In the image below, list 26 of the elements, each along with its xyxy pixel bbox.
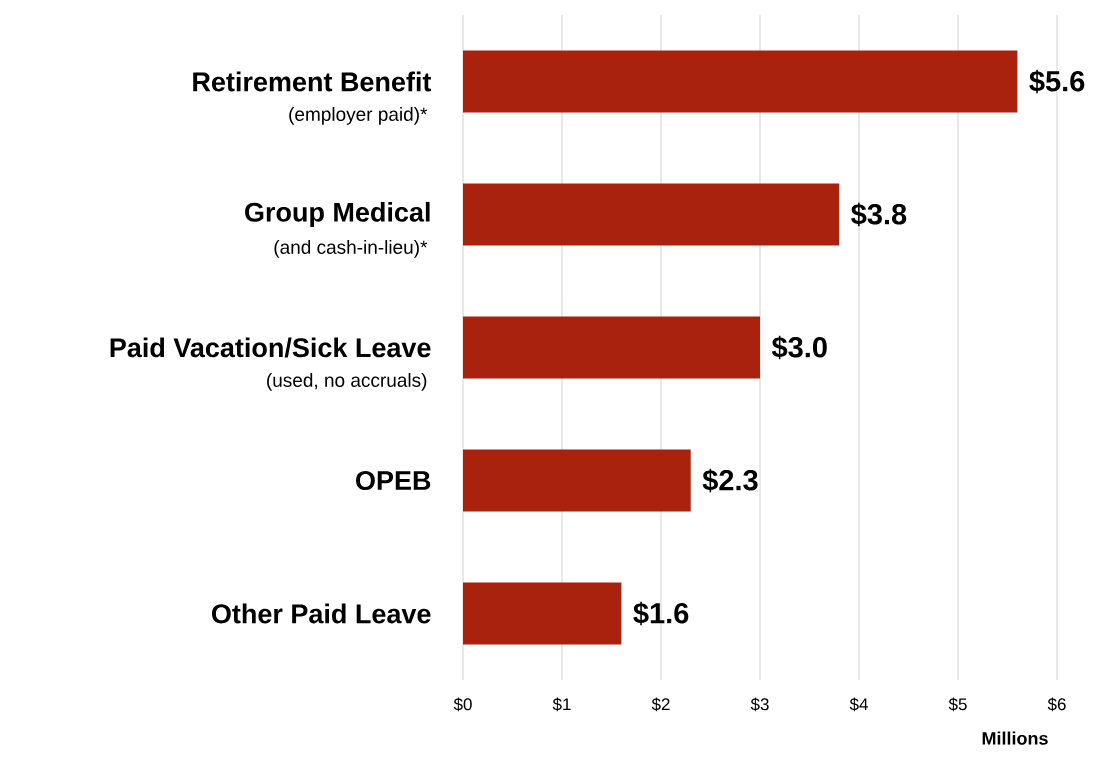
data-label: $3.0 <box>771 335 827 360</box>
x-tick-label: $6 <box>1047 697 1066 712</box>
text: (used, no accruals) <box>267 373 427 391</box>
x-tick-label: $2 <box>651 697 670 712</box>
data-label: $3.8 <box>851 202 907 227</box>
text: (and cash-in-lieu)* <box>274 240 428 258</box>
x-tick-label: $4 <box>849 697 868 712</box>
data-label: $1.6 <box>633 601 689 626</box>
y-tick-label: Paid Vacation/Sick Leave <box>110 337 431 358</box>
bar <box>463 316 760 379</box>
bar <box>463 183 840 246</box>
data-label: $5.6 <box>1029 69 1085 94</box>
x-tick-label: $0 <box>453 697 472 712</box>
x-tick-label: $1 <box>552 697 571 712</box>
data-label: $2.3 <box>702 468 758 493</box>
bar <box>463 582 622 645</box>
y-tick-label: Retirement Benefit <box>193 71 432 92</box>
x-axis-title: Millions <box>982 731 1048 745</box>
y-tick-label: Other Paid Leave <box>212 603 431 624</box>
text: (employer paid)* <box>289 107 428 125</box>
x-tick-label: $3 <box>750 697 769 712</box>
bar <box>463 50 1018 113</box>
y-tick-label: Group Medical <box>245 201 430 228</box>
y-tick-label: OPEB <box>356 470 431 491</box>
x-tick-label: $5 <box>948 697 967 712</box>
bar <box>463 449 691 512</box>
